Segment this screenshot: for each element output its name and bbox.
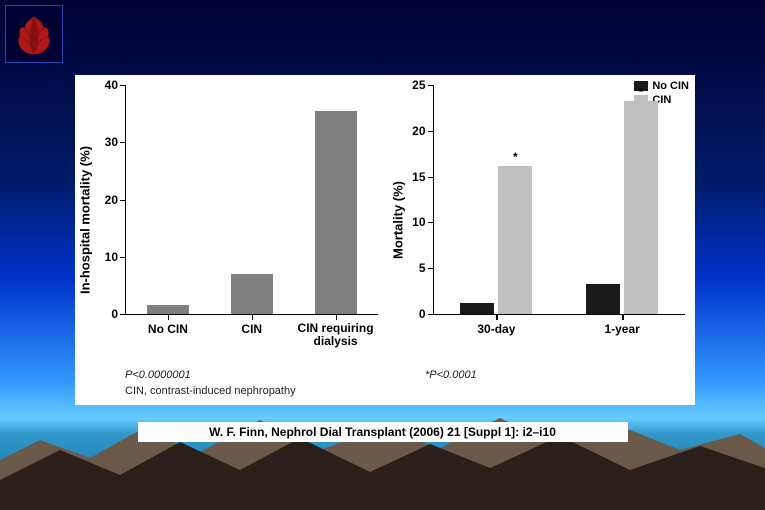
right-p-value: *P<0.0001: [425, 365, 685, 381]
bar-slot: No CIN: [126, 85, 210, 314]
citation: W. F. Finn, Nephrol Dial Transplant (200…: [138, 422, 628, 442]
ytick-label: 0: [111, 307, 126, 321]
ytick-label: 25: [412, 78, 433, 92]
bar: [231, 274, 273, 314]
ytick-label: 15: [412, 170, 433, 184]
ytick-label: 20: [412, 124, 433, 138]
ytick-label: 20: [105, 193, 126, 207]
left-p-value: P<0.0000001: [125, 365, 385, 381]
right-plot-area: *30-day*1-year 0510152025: [433, 85, 686, 315]
bar: [315, 111, 357, 314]
ytick-label: 5: [419, 261, 434, 275]
ytick-label: 10: [412, 215, 433, 229]
bar-group: *30-day: [434, 85, 560, 314]
ytick-label: 0: [419, 307, 434, 321]
right-ylabel: Mortality (%): [390, 181, 405, 259]
left-abbr: CIN, contrast-induced nephropathy: [125, 381, 385, 397]
xlabel: No CIN: [148, 314, 188, 336]
ytick-label: 40: [105, 78, 126, 92]
left-ylabel: In-hospital mortality (%): [78, 146, 93, 294]
ytick-label: 30: [105, 135, 126, 149]
asterisk-marker: *: [513, 150, 518, 164]
bar-slot: CIN requiring dialysis: [294, 85, 378, 314]
ytick-label: 10: [105, 250, 126, 264]
logo: [5, 5, 63, 63]
xlabel: CIN requiring dialysis: [296, 314, 376, 348]
bar: [147, 305, 189, 314]
left-chart: In-hospital mortality (%) No CINCINCIN r…: [75, 75, 388, 365]
bar-slot: CIN: [210, 85, 294, 314]
bar: [586, 284, 620, 314]
xlabel: 1-year: [604, 314, 639, 336]
xlabel: CIN: [241, 314, 262, 336]
right-chart: Mortality (%) No CINCIN *30-day*1-year 0…: [388, 75, 696, 365]
bar-group: *1-year: [559, 85, 685, 314]
bar: [460, 303, 494, 314]
left-plot-area: No CINCINCIN requiring dialysis 01020304…: [125, 85, 378, 315]
footnotes: P<0.0000001 CIN, contrast-induced nephro…: [75, 365, 695, 403]
xlabel: 30-day: [477, 314, 515, 336]
asterisk-marker: *: [639, 85, 644, 99]
bar: *: [498, 166, 532, 314]
bar: *: [624, 101, 658, 314]
mountain-decoration: [0, 390, 765, 510]
figure-panel: In-hospital mortality (%) No CINCINCIN r…: [75, 75, 695, 405]
